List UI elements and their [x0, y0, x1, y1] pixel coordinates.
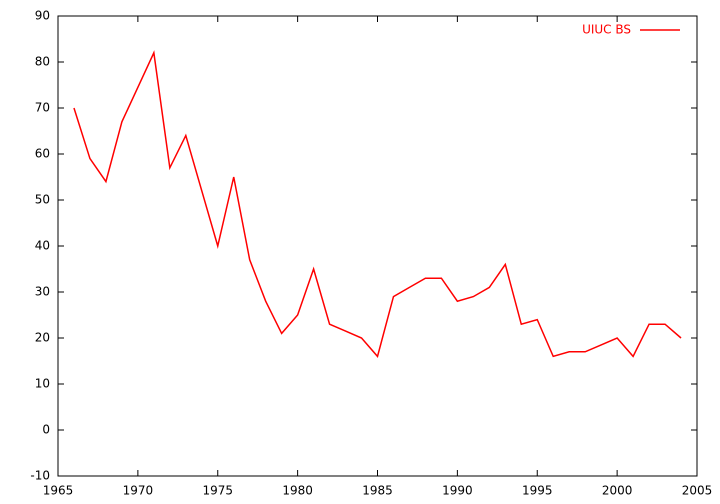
y-tick-label: 70	[35, 101, 50, 115]
x-tick-label: 1970	[123, 484, 154, 498]
x-tick-label: 1995	[522, 484, 553, 498]
x-tick-label: 1975	[202, 484, 233, 498]
x-tick-label: 1990	[442, 484, 473, 498]
x-tick-label: 2000	[602, 484, 633, 498]
y-tick-label: 60	[35, 147, 50, 161]
legend-label: UIUC BS	[582, 23, 631, 37]
y-tick-label: -10	[30, 469, 50, 483]
y-tick-label: 50	[35, 193, 50, 207]
y-tick-label: 40	[35, 239, 50, 253]
y-tick-label: 80	[35, 55, 50, 69]
x-tick-label: 1980	[282, 484, 313, 498]
y-tick-label: 30	[35, 285, 50, 299]
y-tick-label: 10	[35, 377, 50, 391]
x-tick-label: 1985	[362, 484, 393, 498]
y-tick-label: 90	[35, 9, 50, 23]
y-tick-label: 0	[42, 423, 50, 437]
y-tick-label: 20	[35, 331, 50, 345]
line-series	[73, 50, 682, 358]
x-tick-label: 2005	[682, 484, 713, 498]
x-tick-label: 1965	[43, 484, 74, 498]
plot-frame	[57, 15, 698, 477]
